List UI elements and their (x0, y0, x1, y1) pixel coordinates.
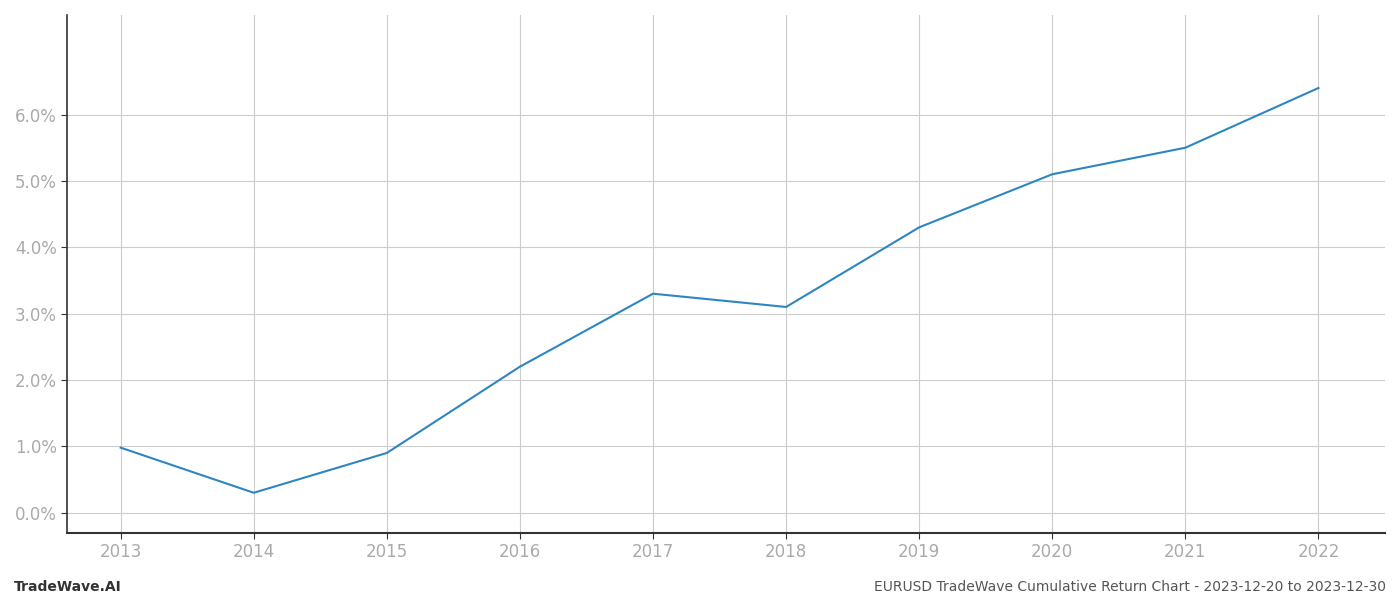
Text: EURUSD TradeWave Cumulative Return Chart - 2023-12-20 to 2023-12-30: EURUSD TradeWave Cumulative Return Chart… (874, 580, 1386, 594)
Text: TradeWave.AI: TradeWave.AI (14, 580, 122, 594)
